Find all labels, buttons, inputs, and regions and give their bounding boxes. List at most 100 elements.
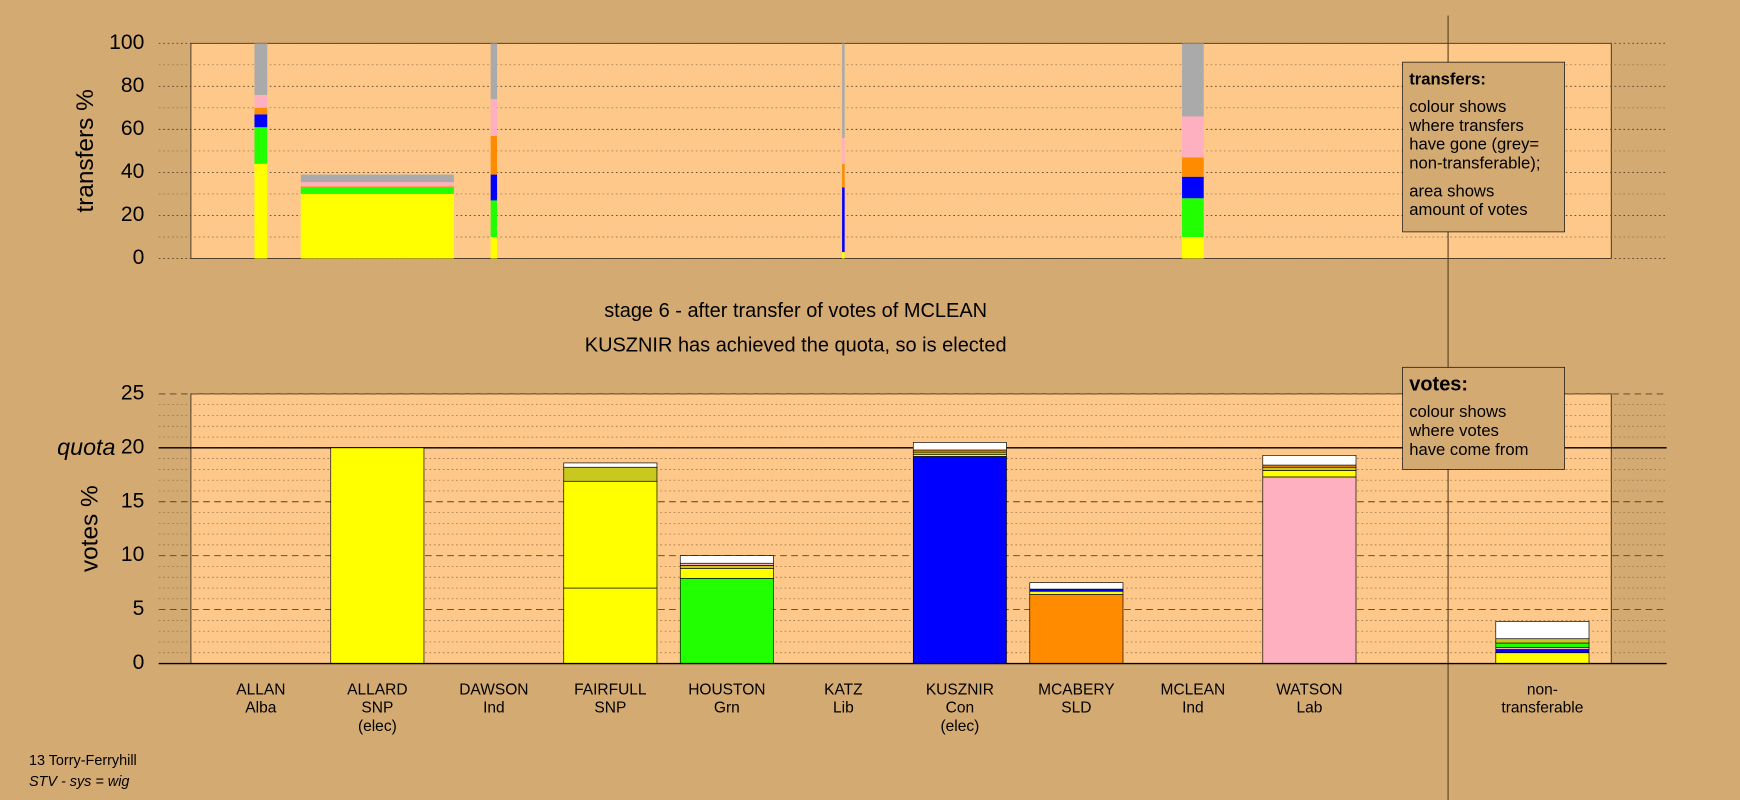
legend-text: where transfers xyxy=(1408,116,1524,135)
vote-segment xyxy=(679,568,774,579)
x-tick-label: SLD xyxy=(1061,700,1091,717)
vote-segment xyxy=(1495,652,1590,664)
transfer-segment xyxy=(1182,237,1204,259)
vote-segment xyxy=(912,456,1007,664)
legend-text: colour shows xyxy=(1409,97,1506,116)
y-tick-label: 100 xyxy=(109,31,144,54)
y-tick-label: 10 xyxy=(121,543,144,566)
transfer-segment xyxy=(254,107,268,115)
x-tick-label: SNP xyxy=(594,700,626,717)
x-tick-label: Lib xyxy=(833,700,854,717)
vote-segment xyxy=(563,587,658,664)
transfer-segment xyxy=(490,43,498,100)
quota-label: quota xyxy=(57,434,115,460)
transfer-segment xyxy=(1182,176,1204,199)
y-tick-label: 0 xyxy=(133,246,145,269)
vote-segment xyxy=(679,577,774,664)
vote-segment xyxy=(1262,470,1357,478)
vote-segment xyxy=(679,565,774,569)
transfer-segment xyxy=(254,127,268,164)
bottom-plot-area xyxy=(190,393,1612,664)
legend-title: transfers: xyxy=(1409,69,1486,88)
footer-system: STV - sys = wig xyxy=(29,774,129,790)
legend-text: have come from xyxy=(1409,440,1528,459)
y-tick-label: 20 xyxy=(121,435,144,458)
vote-segment xyxy=(1262,455,1357,466)
transfer-segment xyxy=(300,186,454,188)
vote-segment xyxy=(1495,642,1590,648)
transfer-segment xyxy=(842,252,845,259)
vote-segment xyxy=(1029,582,1124,590)
y-tick-label: 15 xyxy=(121,489,144,512)
transfer-segment xyxy=(254,114,268,128)
x-tick-label: ALLAN xyxy=(236,681,285,698)
x-tick-label: (elec) xyxy=(940,718,979,735)
x-tick-label: Lab xyxy=(1296,700,1322,717)
y-axis-label: transfers % xyxy=(72,89,99,212)
vote-segment xyxy=(330,447,425,664)
y-tick-label: 25 xyxy=(121,381,144,404)
x-tick-label: KUSZNIR xyxy=(926,681,994,698)
vote-segment xyxy=(1495,621,1590,640)
transfer-segment xyxy=(842,43,845,138)
x-tick-label: Con xyxy=(946,700,974,717)
transfer-segment xyxy=(842,187,845,253)
x-tick-label: MCLEAN xyxy=(1161,681,1226,698)
legend-box xyxy=(1402,366,1565,470)
transfer-segment xyxy=(1182,43,1204,117)
x-tick-label: SNP xyxy=(361,700,393,717)
transfer-segment xyxy=(1182,157,1204,177)
y-tick-label: 80 xyxy=(121,74,144,97)
legend-text: where votes xyxy=(1408,421,1499,440)
transfer-segment xyxy=(300,174,454,183)
stage-title: stage 6 - after transfer of votes of MCL… xyxy=(604,300,987,322)
vote-segment xyxy=(1262,476,1357,664)
x-tick-label: WATSON xyxy=(1276,681,1342,698)
vote-segment xyxy=(1262,466,1357,471)
x-tick-label: (elec) xyxy=(358,718,397,735)
y-axis-label: votes % xyxy=(77,485,104,572)
legend-text: colour shows xyxy=(1409,402,1506,421)
vote-segment xyxy=(1495,638,1590,644)
legend-box xyxy=(1402,61,1565,233)
transfer-segment xyxy=(490,135,498,175)
transfer-segment xyxy=(1182,198,1204,238)
transfer-segment xyxy=(254,43,268,95)
transfer-segment xyxy=(842,163,845,188)
transfer-segment xyxy=(1182,116,1204,158)
x-tick-label: HOUSTON xyxy=(688,681,765,698)
stage-subtitle: KUSZNIR has achieved the quota, so is el… xyxy=(585,334,1007,356)
x-tick-label: non- xyxy=(1527,681,1558,698)
x-tick-label: Ind xyxy=(1182,700,1204,717)
vote-segment xyxy=(563,462,658,468)
footer-area: 13 Torry-Ferryhill xyxy=(29,753,137,769)
vote-segment xyxy=(1029,594,1124,664)
transfer-segment xyxy=(254,94,268,108)
transfer-segment xyxy=(490,99,498,136)
transfer-segment xyxy=(300,182,454,187)
transfer-segment xyxy=(842,137,845,164)
vote-segment xyxy=(1495,649,1590,654)
legend-title: votes: xyxy=(1409,373,1468,395)
x-tick-label: transferable xyxy=(1501,700,1583,717)
y-tick-label: 60 xyxy=(121,117,144,140)
y-tick-label: 40 xyxy=(121,160,144,183)
vote-segment xyxy=(912,442,1007,451)
legend-text: non-transferable); xyxy=(1409,154,1540,173)
transfer-segment xyxy=(490,200,498,238)
legend-text: have gone (grey= xyxy=(1409,135,1539,154)
x-tick-label: Ind xyxy=(483,700,505,717)
y-tick-label: 20 xyxy=(121,203,144,226)
x-tick-label: MCABERY xyxy=(1038,681,1115,698)
vote-segment xyxy=(563,466,658,482)
x-tick-label: FAIRFULL xyxy=(574,681,647,698)
x-tick-label: Grn xyxy=(714,700,740,717)
vote-segment xyxy=(563,480,658,589)
legend-text: amount of votes xyxy=(1409,200,1527,219)
x-tick-label: DAWSON xyxy=(459,681,528,698)
legend-text: area shows xyxy=(1409,181,1494,200)
transfer-segment xyxy=(254,163,268,259)
y-tick-label: 5 xyxy=(133,597,145,620)
transfer-segment xyxy=(490,174,498,201)
